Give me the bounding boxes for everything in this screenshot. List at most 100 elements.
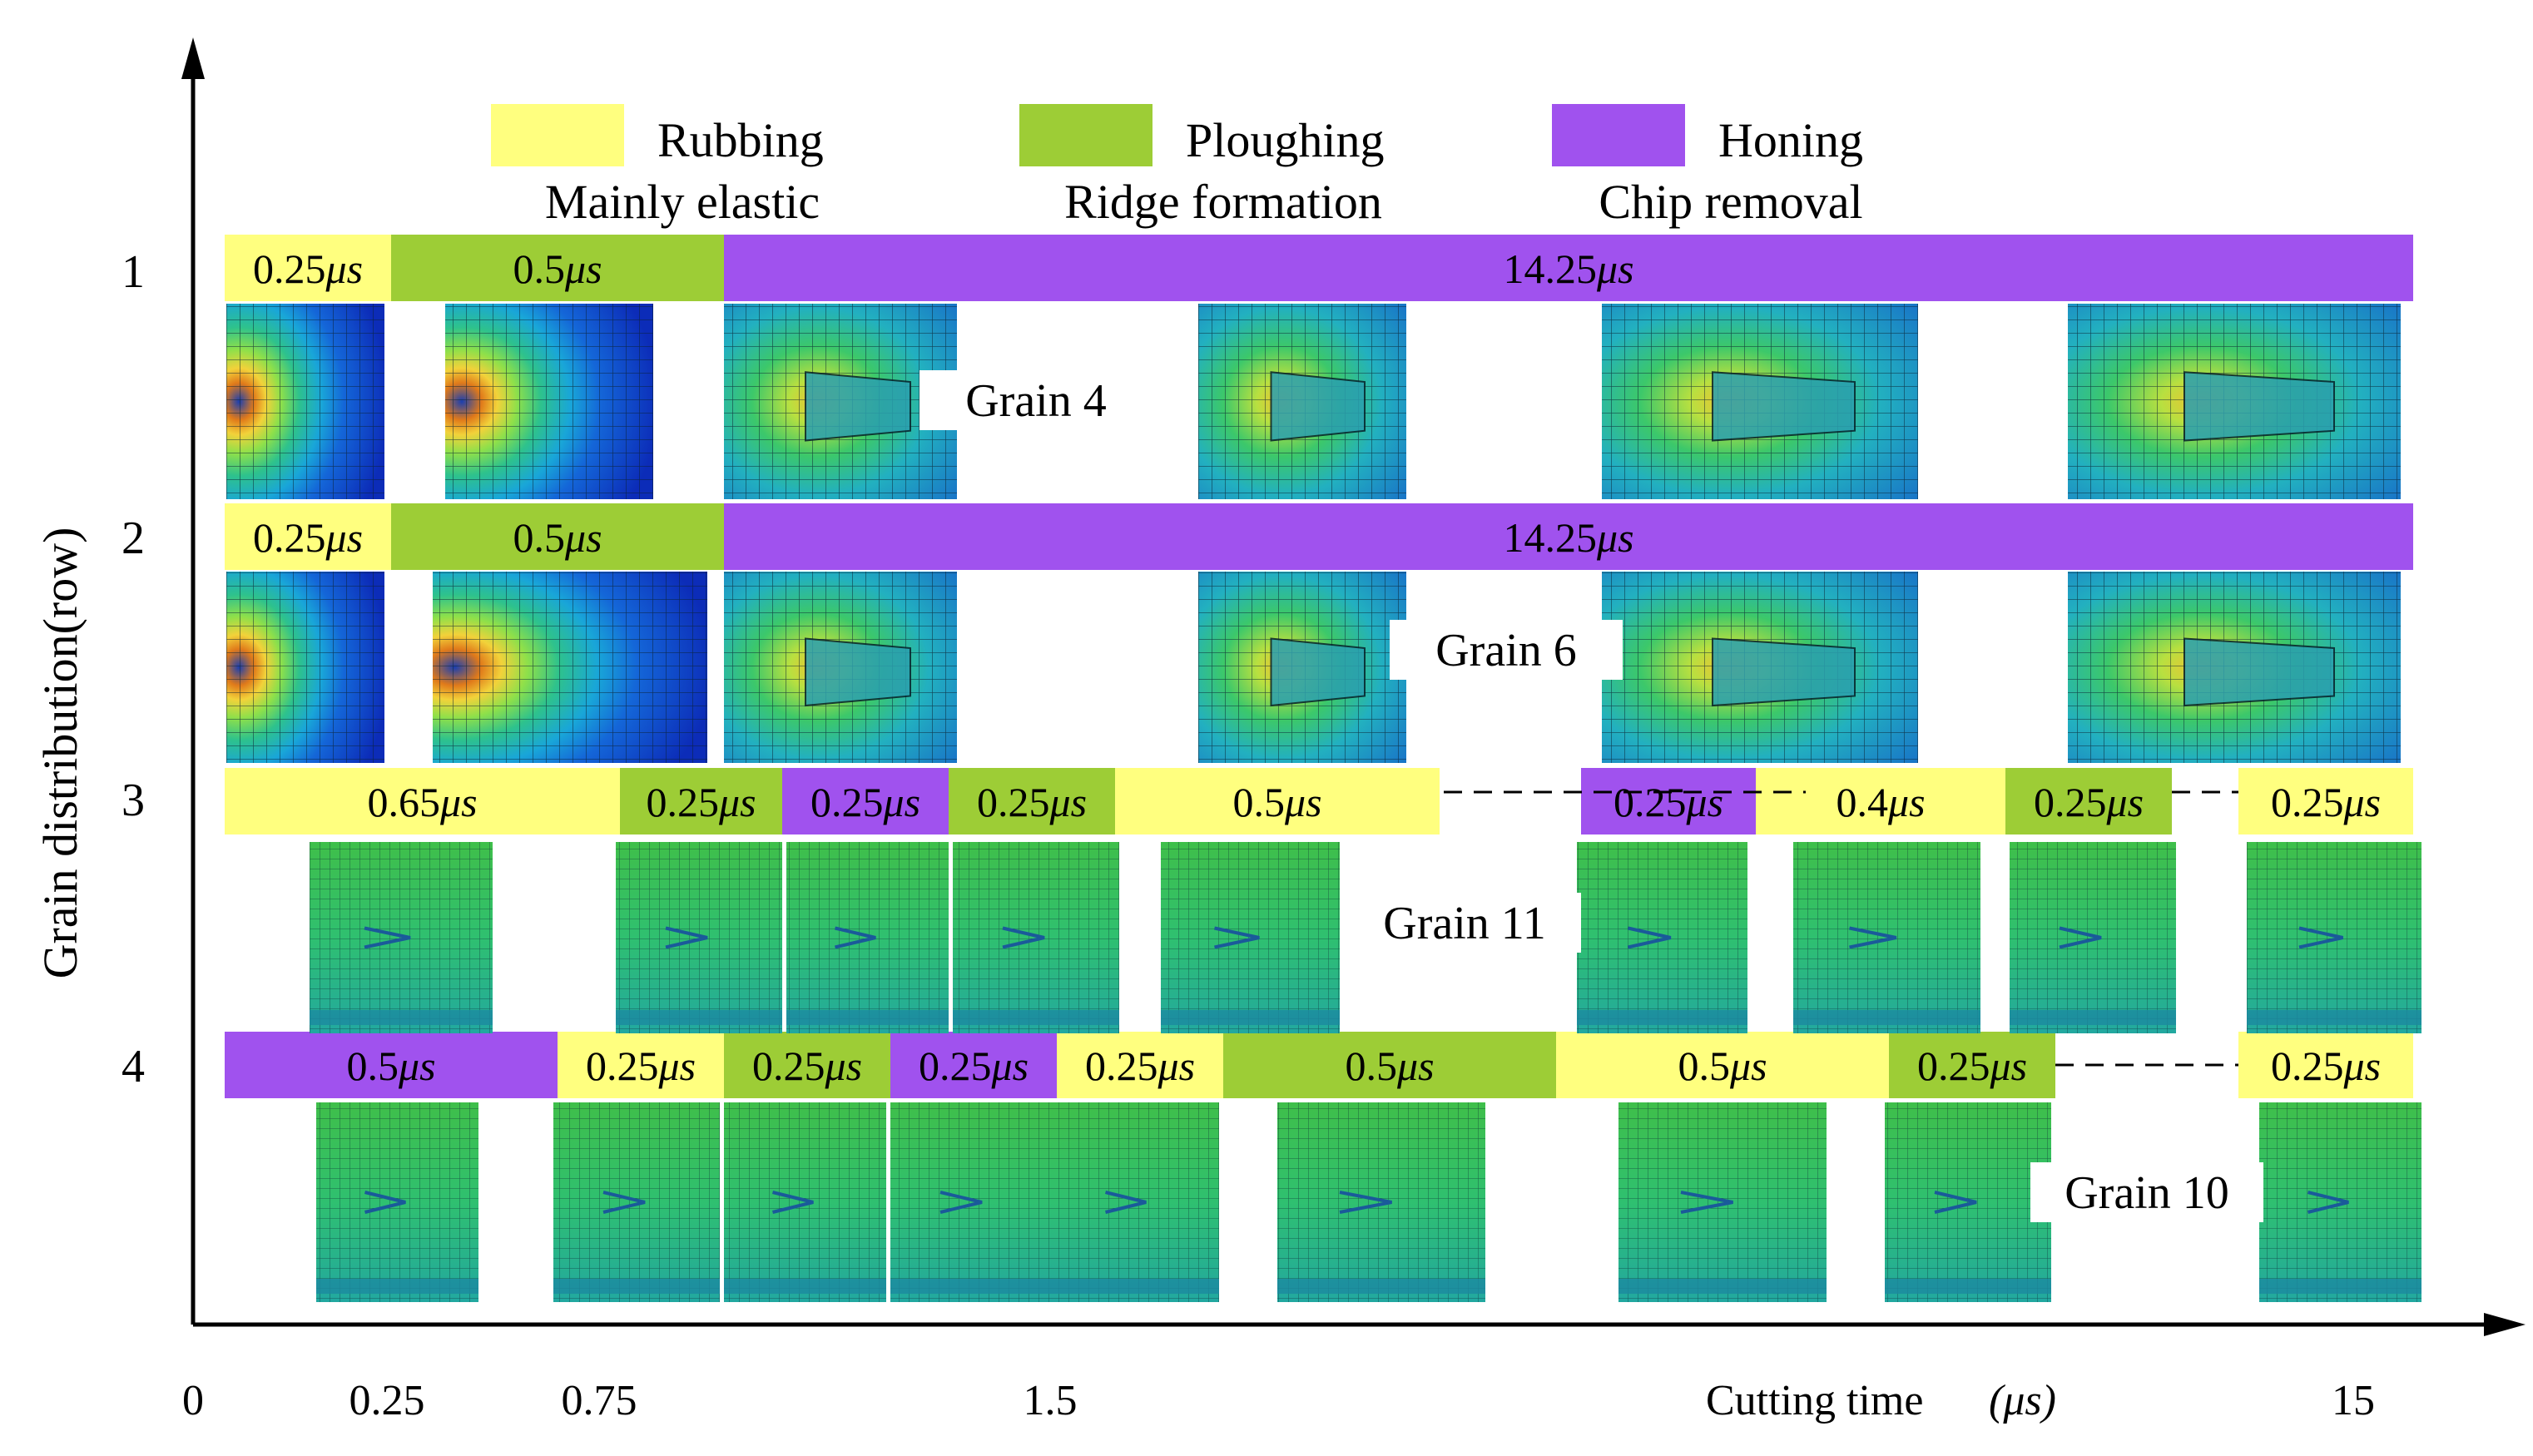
segment-duration-label: 0.65μs (367, 779, 477, 825)
segment-duration-label: 14.25μs (1503, 514, 1633, 561)
simulation-thumbnail (1198, 572, 1406, 763)
segment-duration-label: 0.25μs (1085, 1042, 1195, 1089)
grain-mark (939, 1191, 983, 1214)
segment-duration-label: 0.5μs (1678, 1042, 1767, 1089)
segment-duration-label: 0.25μs (2034, 779, 2144, 825)
phase-segment-rubbing (225, 503, 391, 570)
grain-mark (2307, 1191, 2349, 1214)
simulation-thumbnail (1577, 842, 1747, 1033)
phase-segment-rubbing (1115, 768, 1440, 834)
legend-label: Ploughing (1186, 113, 1385, 167)
row-label-4: 4 (121, 1041, 145, 1092)
phase-segment-ploughing (391, 503, 724, 570)
grain-mark (772, 1191, 814, 1214)
legend-swatch-rubbing (491, 104, 624, 166)
mesh-edge (2259, 1279, 2421, 1294)
simulation-thumbnail (1198, 304, 1406, 499)
mesh-grid (553, 1102, 720, 1302)
mesh-grid (226, 304, 384, 499)
phase-segment-honing (225, 1032, 558, 1098)
phase-segment-honing (1581, 768, 1756, 834)
legend-sublabel: Mainly elastic (545, 175, 820, 229)
mesh-edge (1577, 1010, 1747, 1025)
simulation-thumbnail (2068, 572, 2401, 763)
mesh-grid (786, 842, 949, 1033)
grain-mark (835, 926, 876, 949)
mesh-edge (553, 1279, 720, 1294)
segment-duration-label: 0.25μs (2271, 1042, 2381, 1089)
mesh-edge (1885, 1279, 2051, 1294)
phase-segment-rubbing (225, 235, 391, 301)
x-tick-label: 0.25 (349, 1377, 425, 1424)
simulation-thumbnail (786, 842, 949, 1033)
mesh-grid (1161, 842, 1340, 1033)
phase-segment-ploughing (724, 1032, 890, 1098)
simulation-thumbnail (724, 572, 957, 763)
simulation-thumbnail (1161, 842, 1340, 1033)
grain-mark (1002, 926, 1045, 949)
simulation-thumbnail (226, 572, 384, 763)
grain-label-backing (1390, 620, 1623, 680)
mesh-grid (890, 1102, 1057, 1302)
x-axis-arrow-icon (2484, 1313, 2526, 1336)
grain-label-backing (2030, 1162, 2263, 1222)
grain-mark (1680, 1191, 1733, 1214)
mesh-grid (445, 304, 653, 499)
mesh-edge (2247, 1010, 2421, 1025)
phase-segment-honing (890, 1032, 1057, 1098)
segment-duration-label: 0.25μs (1917, 1042, 2027, 1089)
simulation-thumbnail (316, 1102, 478, 1302)
mesh-edge (1161, 1010, 1340, 1025)
mesh-edge (616, 1010, 782, 1025)
legend-sublabel: Chip removal (1599, 175, 1862, 229)
mesh-grid (2010, 842, 2176, 1033)
phase-segment-ploughing (391, 235, 724, 301)
grain-label: Grain 6 (1435, 625, 1577, 676)
mesh-grid (1577, 842, 1747, 1033)
legend-sublabel: Ridge formation (1064, 175, 1382, 229)
y-axis-title: Grain distribution(row) (33, 527, 87, 979)
grain-mark (1849, 926, 1897, 949)
simulation-thumbnail (2259, 1102, 2421, 1302)
grain-mark (2059, 926, 2102, 949)
segment-duration-label: 0.25μs (2271, 779, 2381, 825)
mesh-grid (2247, 842, 2421, 1033)
mesh-grid (724, 1102, 886, 1302)
simulation-thumbnail (2247, 842, 2421, 1033)
segment-duration-label: 0.5μs (513, 514, 602, 561)
row-label-1: 1 (121, 246, 145, 298)
simulation-thumbnail (1277, 1102, 1485, 1302)
grain-label: Grain 11 (1383, 898, 1545, 949)
phase-segment-ploughing (620, 768, 782, 834)
chip-shape (1270, 637, 1366, 707)
mesh-grid (1057, 1102, 1219, 1302)
grain-mark (665, 926, 708, 949)
mesh-edge (724, 1279, 886, 1294)
chip-shape (1712, 371, 1856, 442)
simulation-thumbnail (445, 304, 653, 499)
segment-duration-label: 0.5μs (1232, 779, 1321, 825)
segment-duration-label: 0.25μs (253, 245, 363, 292)
simulation-thumbnail (1885, 1102, 2051, 1302)
mesh-edge (1057, 1279, 1219, 1294)
segment-duration-label: 0.25μs (977, 779, 1087, 825)
mesh-edge (1793, 1010, 1980, 1025)
grain-label-backing (920, 370, 1152, 430)
mesh-edge (310, 1010, 493, 1025)
grain-mark (1934, 1191, 1977, 1214)
row-label-2: 2 (121, 513, 145, 564)
simulation-thumbnail (2010, 842, 2176, 1033)
segment-duration-label: 0.25μs (1613, 779, 1723, 825)
grain-label: Grain 10 (2065, 1167, 2229, 1219)
segment-duration-label: 0.5μs (513, 245, 602, 292)
mesh-edge (953, 1010, 1119, 1025)
phase-segment-ploughing (1889, 1032, 2055, 1098)
simulation-thumbnail (1793, 842, 1980, 1033)
x-axis-unit: (μs) (1989, 1377, 2056, 1424)
x-axis-title: Cutting time (1706, 1377, 1923, 1424)
simulation-thumbnail (553, 1102, 720, 1302)
mesh-edge (1618, 1279, 1827, 1294)
simulation-thumbnail (1057, 1102, 1219, 1302)
simulation-thumbnail (1602, 304, 1918, 499)
chip-shape (1712, 637, 1856, 707)
